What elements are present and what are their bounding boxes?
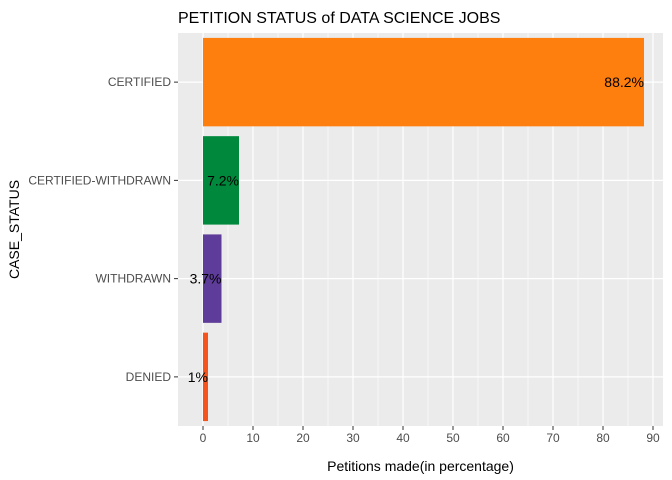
bar-certified — [203, 37, 644, 127]
bar-data-labels: 88.2% 7.2% 3.7% 1% — [188, 74, 644, 385]
chart-title: PETITION STATUS of DATA SCIENCE JOBS — [178, 10, 500, 27]
y-tick-label: DENIED — [126, 370, 172, 384]
x-tick-label: 0 — [200, 431, 207, 445]
x-axis-title: Petitions made(in percentage) — [327, 458, 514, 474]
y-tick-label: CERTIFIED-WITHDRAWN — [28, 173, 171, 187]
x-tick-label: 90 — [646, 431, 660, 445]
data-label: 7.2% — [207, 172, 239, 188]
y-axis: CERTIFIED CERTIFIED-WITHDRAWN WITHDRAWN DEN… — [28, 75, 178, 384]
x-tick-label: 10 — [246, 431, 260, 445]
bars — [203, 37, 644, 422]
x-tick-label: 80 — [596, 431, 610, 445]
x-tick-label: 50 — [446, 431, 460, 445]
x-axis: 0 10 20 30 40 50 60 70 80 90 — [200, 426, 660, 445]
y-tick-label: CERTIFIED — [108, 75, 171, 89]
data-label: 3.7% — [190, 271, 222, 287]
y-axis-title: CASE_STATUS — [6, 180, 22, 279]
x-tick-label: 70 — [546, 431, 560, 445]
x-tick-label: 60 — [496, 431, 510, 445]
x-tick-label: 40 — [396, 431, 410, 445]
bar-withdrawn — [203, 234, 222, 323]
data-label: 88.2% — [604, 74, 644, 90]
bar-denied — [203, 332, 208, 422]
bar-certified-withdrawn — [203, 136, 239, 225]
x-tick-label: 20 — [296, 431, 310, 445]
x-tick-label: 30 — [346, 431, 360, 445]
data-label: 1% — [188, 369, 208, 385]
y-tick-label: WITHDRAWN — [95, 272, 171, 286]
